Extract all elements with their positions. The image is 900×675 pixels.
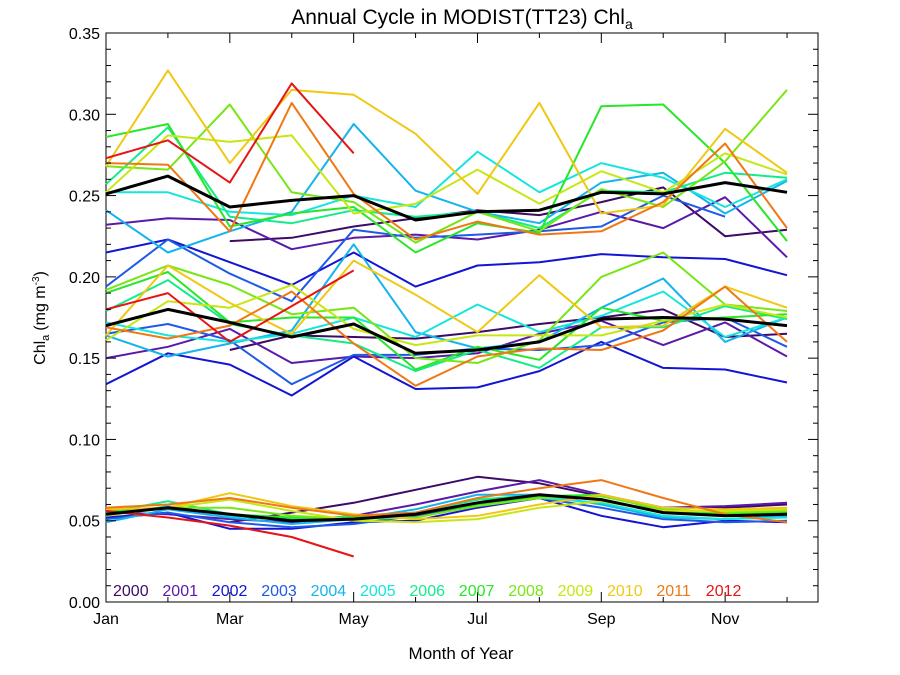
series-line-mid-2000 [229, 308, 788, 351]
y-tick-label: 0.15 [69, 351, 100, 368]
legend-entry-2008: 2008 [508, 583, 544, 600]
chart-title-subscript: a [625, 16, 633, 32]
y-tick-label: 0.00 [69, 595, 100, 612]
y-tick-label: 0.35 [69, 26, 100, 43]
legend-entry-2007: 2007 [459, 583, 495, 600]
y-axis-label-main: Chl [32, 341, 49, 365]
series-line-high-2002 [105, 238, 788, 288]
series-line-mid-2012 [105, 269, 355, 343]
legend-entry-2009: 2009 [558, 583, 594, 600]
series-line-mid-2005 [105, 290, 788, 343]
y-axis-label-subscript: a [40, 334, 52, 341]
chart-title-main: Annual Cycle in MODIST(TT23) Chl [291, 6, 625, 29]
series-line-mid-2001 [105, 319, 788, 364]
series-line-high-2007 [105, 103, 788, 254]
y-tick-label: 0.10 [69, 432, 100, 449]
chart-title: Annual Cycle in MODIST(TT23) Chla [291, 6, 633, 32]
y-tick-label: 0.05 [69, 514, 100, 531]
legend-entry-2004: 2004 [311, 583, 347, 600]
plot-area: 0.00 0.05 0.10 0.15 0.20 0.25 0.30 0.35 Jan Mar Ma… [69, 26, 819, 628]
legend-entry-2010: 2010 [607, 583, 643, 600]
series-line-low-2002 [105, 497, 788, 530]
axes-frame [105, 32, 819, 603]
legend-entry-2005: 2005 [360, 583, 396, 600]
series-line-high-2008 [105, 89, 788, 244]
series-line-high-2003 [105, 194, 726, 303]
legend-entry-2011: 2011 [656, 583, 691, 600]
y-axis-label-exponent: -3 [31, 276, 42, 285]
legend-entry-2002: 2002 [212, 583, 248, 600]
series-line-low-2012 [105, 510, 355, 558]
legend-entry-2000: 2000 [113, 583, 149, 600]
series-line-high-2012 [105, 82, 355, 184]
y-axis-label: Chla (mg m-3) [31, 271, 52, 365]
y-tick-label: 0.25 [69, 189, 100, 206]
series-layer [105, 69, 788, 558]
x-tick-label: Mar [216, 611, 244, 628]
y-axis-label-unit: (mg m [32, 285, 49, 330]
series-line-low-2010 [105, 492, 788, 521]
series-line-low-2009 [105, 498, 788, 524]
legend-entry-2003: 2003 [261, 583, 297, 600]
series-line-low-2011 [105, 479, 788, 524]
series-line-low-2008 [105, 495, 788, 521]
x-tick-label: Jan [93, 611, 119, 628]
legend: 2000 2001 2002 2003 2004 2005 2006 2007 2008 2009… [113, 583, 741, 600]
series-line-low-mean [105, 493, 788, 523]
series-line-mid-2011 [105, 285, 788, 387]
series-line-mid-2008 [105, 251, 788, 364]
x-tick-label: Jul [467, 611, 487, 628]
legend-entry-2006: 2006 [409, 583, 445, 600]
series-line-mid-2002 [105, 340, 788, 397]
y-tick-label: 0.20 [69, 270, 100, 287]
legend-entry-2001: 2001 [162, 583, 198, 600]
y-tick-label: 0.30 [69, 107, 100, 124]
y-axis-label-close: ) [32, 271, 49, 276]
x-tick-label: May [339, 611, 369, 628]
series-line-high-2004 [105, 123, 788, 254]
series-line-mid-mean [105, 307, 788, 355]
ticks-layer: 0.00 0.05 0.10 0.15 0.20 0.25 0.30 0.35 Jan Mar Ma… [69, 26, 818, 628]
series-line-high-2009 [105, 134, 788, 215]
series-line-low-2004 [105, 493, 788, 525]
x-tick-label: Nov [711, 611, 739, 628]
legend-entry-2012: 2012 [706, 583, 742, 600]
x-axis-label: Month of Year [409, 644, 514, 663]
series-line-high-mean [105, 174, 788, 222]
x-tick-label: Sep [587, 611, 616, 628]
